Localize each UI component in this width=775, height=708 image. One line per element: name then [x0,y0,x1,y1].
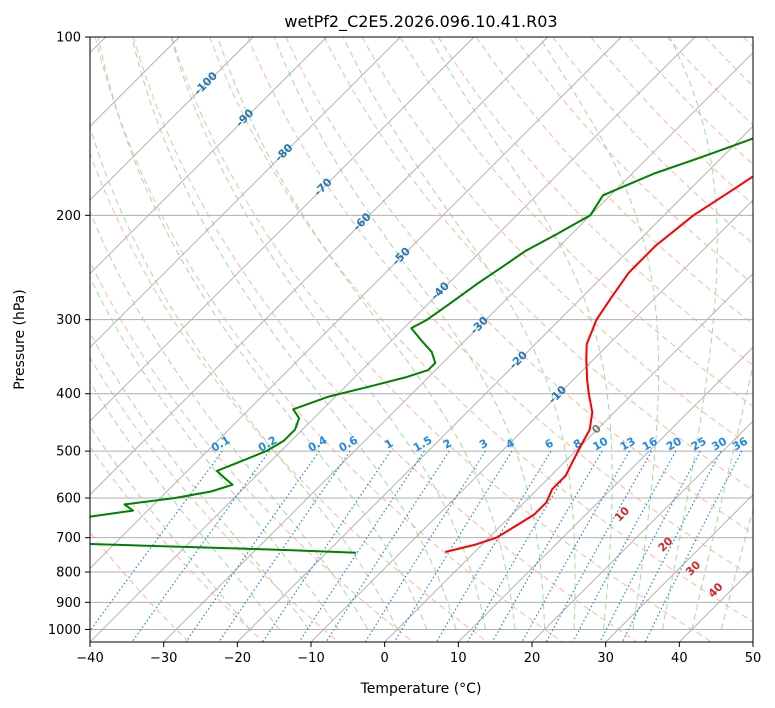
moist-adiabats [90,37,753,630]
x-tick-label: 50 [745,651,762,666]
dewpoint-line [90,137,753,554]
mixing-ratio-line [90,450,223,632]
dry-adiabat-line [90,356,339,642]
moist-adiabat-line [90,381,280,630]
y-tick-label: 100 [56,31,81,46]
mixing-ratio-line [185,450,320,642]
dry-adiabat-line [132,37,638,642]
mixing-ratio-line [521,450,631,642]
x-tick-label: −20 [224,651,251,666]
mixing-ratio-line [599,450,702,642]
moist-adiabat-line [97,37,428,630]
x-tick-label: 40 [671,651,688,666]
moist-adiabat-line [90,276,339,630]
moist-adiabat-line [90,332,310,630]
isotherm-line [90,37,696,642]
mixing-ratio-line [572,450,677,642]
isotherm-line [90,37,622,569]
x-tick-label: −30 [150,651,177,666]
x-tick-label: −10 [297,651,324,666]
x-tick-label: 0 [381,651,389,666]
dry-adiabat-line [552,37,753,245]
moist-adiabat-line [661,37,718,630]
sounding-series [90,137,753,554]
isotherm-line [531,420,753,642]
dry-adiabat-line [171,37,712,642]
dry-adiabats [90,37,753,642]
y-tick-label: 400 [56,387,81,402]
dry-adiabat-line [247,37,753,578]
moist-adiabat-line [720,507,753,630]
moist-adiabat-line [217,37,516,630]
y-tick-label: 800 [56,566,81,581]
isotherm-line [605,494,753,642]
dry-adiabat-line [437,37,753,366]
y-tick-label: 500 [56,445,81,460]
moist-adiabat-line [131,37,457,630]
moist-adiabat-line [429,37,613,630]
dry-adiabat-line [90,260,414,642]
dry-adiabat-line [323,37,753,491]
dry-adiabat-line [94,37,563,642]
mixing-ratio-line [393,450,513,642]
pressure-gridlines [90,37,753,630]
moist-adiabat-line [539,37,660,630]
dry-adiabat-line [209,37,753,623]
mixing-ratio-lines [90,450,743,642]
dry-adiabat-line [590,37,753,205]
y-tick-label: 200 [56,209,81,224]
isotherm-line [163,52,753,642]
dry-adiabat-line [361,37,753,449]
moist-adiabat-line [170,37,487,630]
x-axis-label: Temperature (°C) [360,681,482,697]
x-tick-label: 30 [597,651,614,666]
mixing-ratio-line [218,450,351,642]
mixing-ratio-line [491,450,603,642]
mixing-ratio-line [131,450,270,642]
y-axis-ticks: 100 200 300 400 500 600 700 800 900 1000 [48,31,90,638]
isotherm-line [237,125,753,642]
mixing-ratio-line [644,450,743,642]
x-axis-ticks: −40 −30 −20 −10 0 10 20 30 40 50 [76,642,761,666]
y-tick-label: 700 [56,531,81,546]
mixing-ratio-line [298,450,425,642]
isotherm-line [458,346,753,642]
dry-adiabat-line [90,446,264,642]
y-tick-label: 1000 [48,623,81,638]
mixing-ratio-line [262,450,392,642]
isotherm-line [90,37,401,348]
y-tick-label: 300 [56,313,81,328]
mixing-ratio-line [621,450,722,642]
x-tick-label: −40 [76,651,103,666]
dry-adiabat-line [285,37,753,535]
isotherm-line [90,37,475,422]
x-tick-label: 10 [450,651,467,666]
moist-adiabat-line [691,363,753,630]
isotherm-line [90,37,254,201]
moist-adiabat-line [90,210,369,630]
y-tick-label: 600 [56,492,81,507]
moist-adiabat-line [90,125,398,630]
x-tick-label: 20 [524,651,541,666]
isotherm-line [90,37,548,496]
chart-title: wetPf2_C2E5.2026.096.10.41.R03 [284,12,557,32]
dry-adiabat-line [399,37,753,407]
temperature-line [444,175,753,553]
mixing-ratio-line [545,450,653,642]
y-axis-label: Pressure (hPa) [12,289,28,389]
y-tick-label: 900 [56,596,81,611]
plot-frame [89,36,754,643]
moist-adiabat-line [273,37,546,630]
isotherm-line [90,37,327,275]
moist-adiabat-line [90,425,251,630]
